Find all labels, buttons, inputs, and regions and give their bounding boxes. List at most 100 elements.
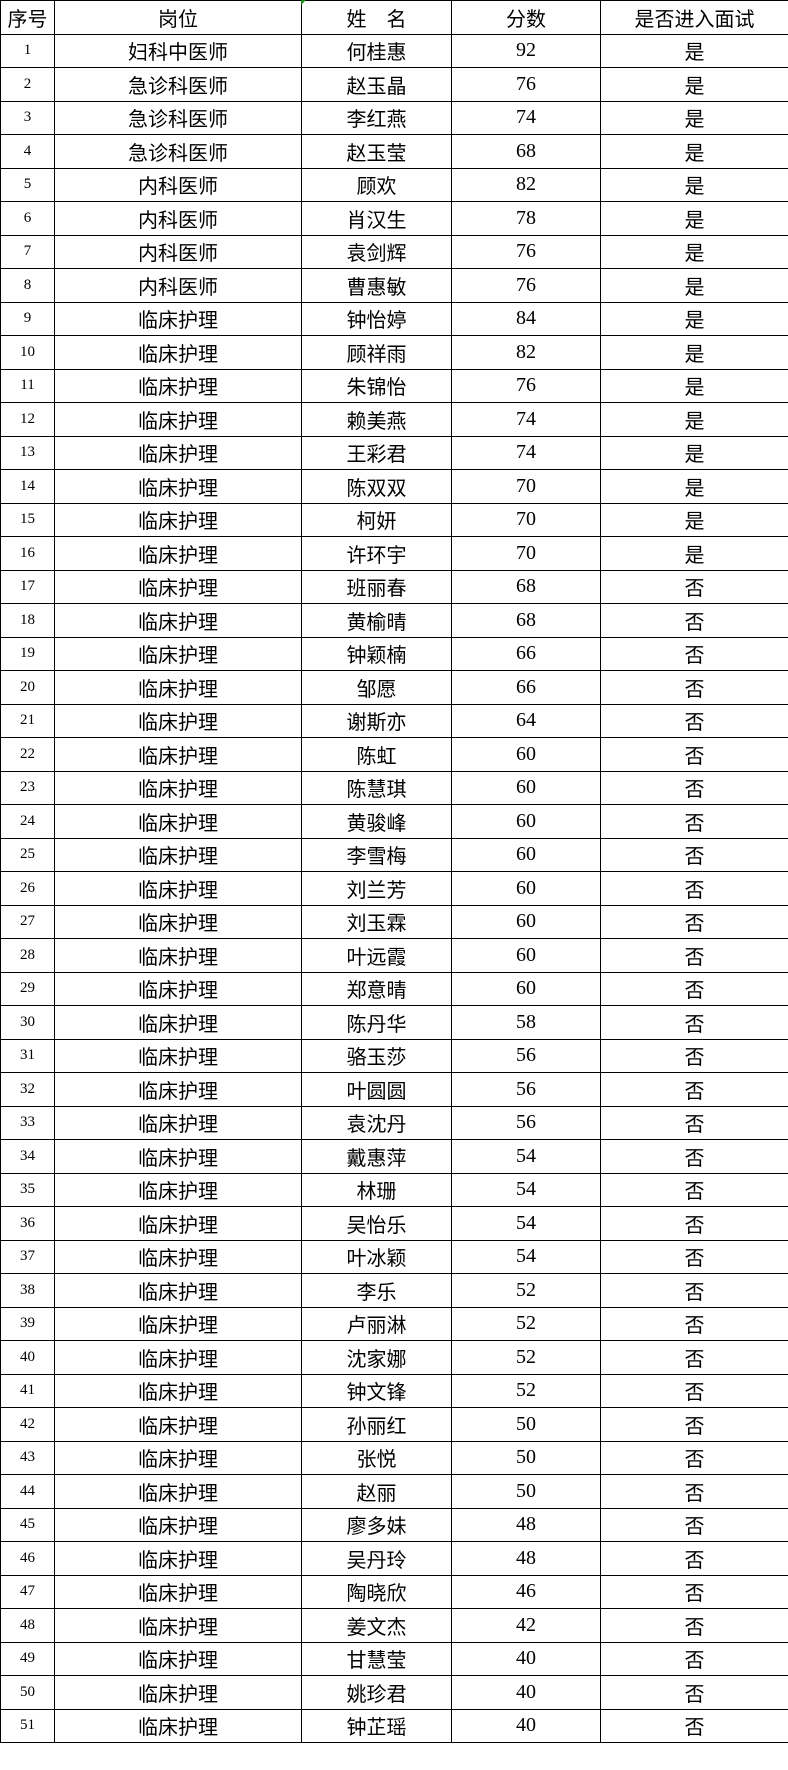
- cell-position: 临床护理: [54, 1641, 302, 1676]
- table-row: 17 临床护理 班丽春 68 否: [0, 569, 788, 604]
- cell-name: 钟颖楠: [301, 636, 452, 671]
- cell-interview: 否: [600, 703, 788, 738]
- cell-index: 30: [0, 1005, 55, 1040]
- table-row: 43 临床护理 张悦 50 否: [0, 1440, 788, 1475]
- cell-name: 钟文锋: [301, 1373, 452, 1408]
- cell-position: 急诊科医师: [54, 100, 302, 135]
- cell-position: 临床护理: [54, 301, 302, 336]
- cell-index: 5: [0, 167, 55, 202]
- table-row: 49 临床护理 甘慧莹 40 否: [0, 1641, 788, 1676]
- cell-index: 14: [0, 469, 55, 504]
- cell-index: 33: [0, 1105, 55, 1140]
- cell-score: 60: [451, 804, 601, 839]
- cell-name: 姚珍君: [301, 1675, 452, 1710]
- cell-score: 50: [451, 1440, 601, 1475]
- cell-index: 26: [0, 871, 55, 906]
- cell-score: 76: [451, 368, 601, 403]
- cell-position: 临床护理: [54, 603, 302, 638]
- cell-interview: 否: [600, 1675, 788, 1710]
- cell-name: 谢斯亦: [301, 703, 452, 738]
- cell-name: 林珊: [301, 1172, 452, 1207]
- cell-index: 24: [0, 804, 55, 839]
- cell-index: 6: [0, 201, 55, 236]
- cell-position: 临床护理: [54, 536, 302, 571]
- table-row: 47 临床护理 陶晓欣 46 否: [0, 1574, 788, 1609]
- table-row: 2 急诊科医师 赵玉晶 76 是: [0, 67, 788, 102]
- cell-position: 临床护理: [54, 904, 302, 939]
- cell-position: 临床护理: [54, 770, 302, 805]
- cell-position: 临床护理: [54, 402, 302, 437]
- cell-position: 妇科中医师: [54, 33, 302, 68]
- cell-score: 54: [451, 1206, 601, 1241]
- cell-index: 7: [0, 234, 55, 269]
- header-position: 岗位: [54, 0, 302, 35]
- cell-interview: 否: [600, 1541, 788, 1576]
- cell-index: 29: [0, 971, 55, 1006]
- table-row: 40 临床护理 沈家娜 52 否: [0, 1340, 788, 1375]
- cell-interview: 是: [600, 268, 788, 303]
- cell-position: 临床护理: [54, 1675, 302, 1710]
- cell-position: 急诊科医师: [54, 67, 302, 102]
- cell-name: 卢丽淋: [301, 1306, 452, 1341]
- cell-score: 74: [451, 435, 601, 470]
- cell-interview: 否: [600, 1239, 788, 1274]
- cell-score: 60: [451, 904, 601, 939]
- cell-index: 35: [0, 1172, 55, 1207]
- cell-position: 临床护理: [54, 1507, 302, 1542]
- cell-index: 22: [0, 737, 55, 772]
- cell-position: 临床护理: [54, 1574, 302, 1609]
- cell-position: 临床护理: [54, 1105, 302, 1140]
- cell-score: 42: [451, 1608, 601, 1643]
- cell-score: 70: [451, 502, 601, 537]
- cell-position: 临床护理: [54, 469, 302, 504]
- cell-interview: 是: [600, 301, 788, 336]
- cell-name: 赵丽: [301, 1474, 452, 1509]
- cell-position: 临床护理: [54, 938, 302, 973]
- cell-index: 31: [0, 1038, 55, 1073]
- cell-name: 钟怡婷: [301, 301, 452, 336]
- cell-score: 56: [451, 1105, 601, 1140]
- table-row: 32 临床护理 叶圆圆 56 否: [0, 1072, 788, 1107]
- cell-index: 11: [0, 368, 55, 403]
- cell-name: 刘兰芳: [301, 871, 452, 906]
- cell-score: 50: [451, 1474, 601, 1509]
- cell-position: 临床护理: [54, 804, 302, 839]
- cell-index: 8: [0, 268, 55, 303]
- cell-position: 临床护理: [54, 1139, 302, 1174]
- cell-index: 37: [0, 1239, 55, 1274]
- cell-name: 叶圆圆: [301, 1072, 452, 1107]
- cell-score: 76: [451, 67, 601, 102]
- cell-position: 临床护理: [54, 1005, 302, 1040]
- table-row: 1 妇科中医师 何桂惠 92 是: [0, 33, 788, 68]
- cell-score: 64: [451, 703, 601, 738]
- cell-position: 临床护理: [54, 971, 302, 1006]
- cell-name: 刘玉霖: [301, 904, 452, 939]
- cell-interview: 否: [600, 938, 788, 973]
- cell-interview: 否: [600, 1407, 788, 1442]
- cell-interview: 是: [600, 201, 788, 236]
- cell-interview: 否: [600, 1005, 788, 1040]
- cell-interview: 是: [600, 234, 788, 269]
- cell-position: 临床护理: [54, 1608, 302, 1643]
- cell-position: 临床护理: [54, 837, 302, 872]
- cell-name: 赵玉晶: [301, 67, 452, 102]
- cell-interview: 是: [600, 536, 788, 571]
- table-row: 13 临床护理 王彩君 74 是: [0, 435, 788, 470]
- cell-position: 内科医师: [54, 234, 302, 269]
- cell-interview: 是: [600, 435, 788, 470]
- cell-interview: 是: [600, 167, 788, 202]
- table-row: 8 内科医师 曹惠敏 76 是: [0, 268, 788, 303]
- cell-name: 沈家娜: [301, 1340, 452, 1375]
- cell-name: 许环宇: [301, 536, 452, 571]
- table-row: 9 临床护理 钟怡婷 84 是: [0, 301, 788, 336]
- cell-index: 47: [0, 1574, 55, 1609]
- cell-position: 临床护理: [54, 1273, 302, 1308]
- cell-score: 68: [451, 134, 601, 169]
- table-row: 28 临床护理 叶远霞 60 否: [0, 938, 788, 973]
- cell-interview: 否: [600, 871, 788, 906]
- cell-interview: 否: [600, 636, 788, 671]
- cell-interview: 否: [600, 1273, 788, 1308]
- cell-position: 临床护理: [54, 1373, 302, 1408]
- cell-name: 赵玉莹: [301, 134, 452, 169]
- cell-index: 2: [0, 67, 55, 102]
